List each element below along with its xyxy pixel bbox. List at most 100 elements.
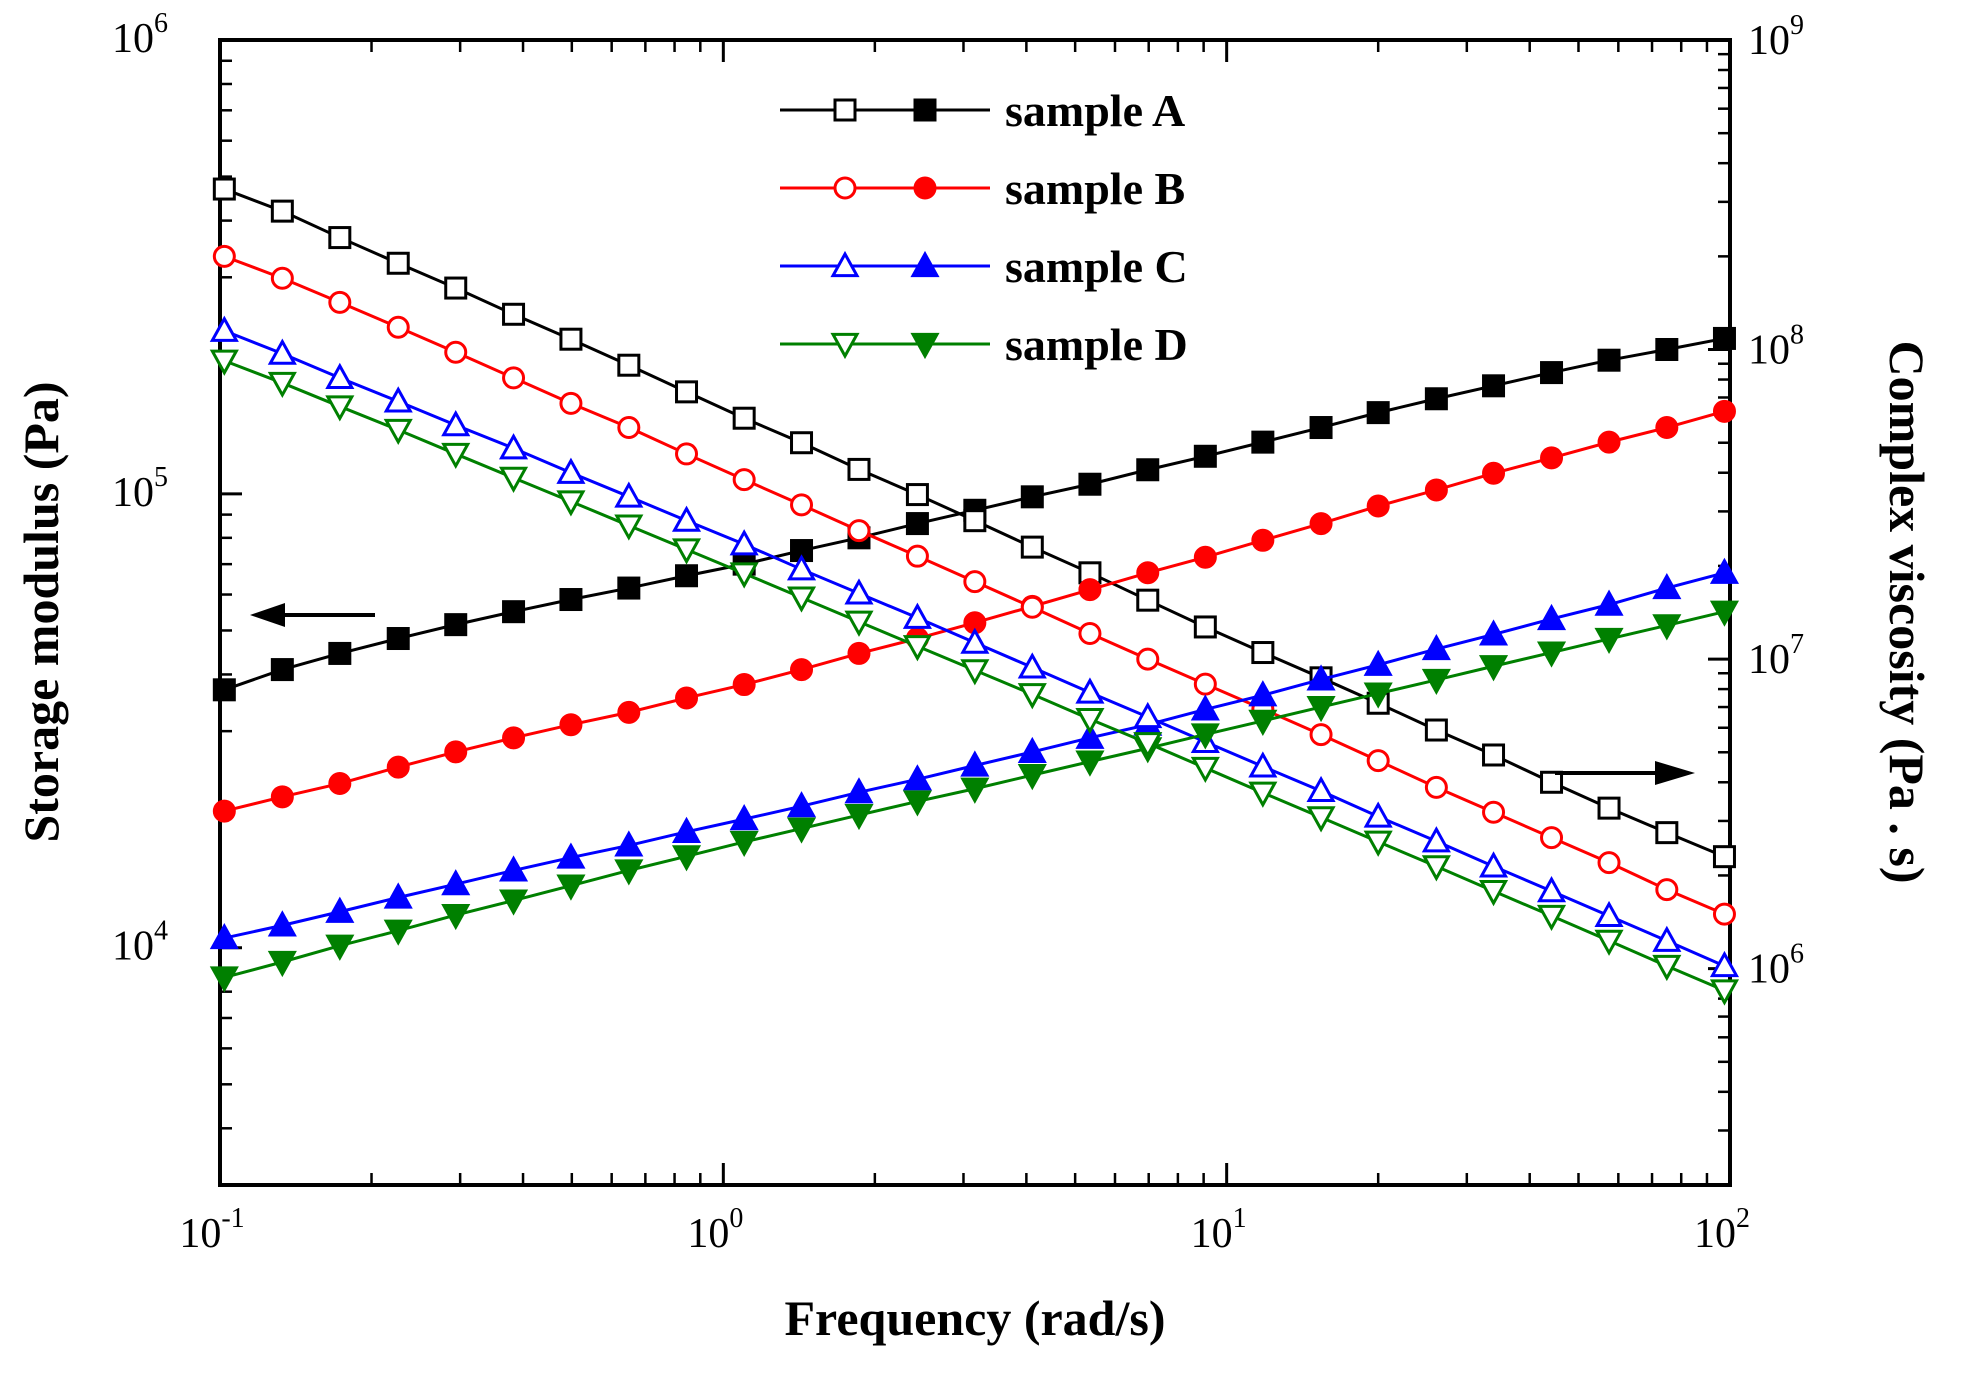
sample-a-storage-modulus-point — [212, 678, 236, 702]
sample-d-complex-viscosity-point — [960, 659, 990, 686]
sample-c-complex-viscosity-point — [844, 578, 874, 605]
sample-b-storage-modulus-point — [675, 686, 699, 710]
sample-c-complex-viscosity-point — [614, 481, 644, 508]
sample-a-storage-modulus-point — [270, 658, 294, 682]
sample-a-complex-viscosity-point — [559, 327, 583, 351]
sample-c-storage-modulus-point — [1594, 589, 1624, 616]
sample-c-complex-viscosity-point — [1652, 925, 1682, 952]
sample-a-complex-viscosity-point — [1597, 796, 1621, 820]
sample-c-storage-modulus-point — [1190, 694, 1220, 721]
legend-filled-marker-sample-b — [913, 176, 937, 200]
sample-b-complex-viscosity-point — [1193, 672, 1217, 696]
sample-a-storage-modulus-point — [1482, 374, 1506, 398]
sample-c-storage-modulus-point — [960, 750, 990, 777]
y-right-tick-label: 109 — [1748, 10, 1804, 64]
sample-c-complex-viscosity-point — [1248, 751, 1278, 778]
sample-c-storage-modulus-point — [671, 816, 702, 843]
legend-label-sample-c: sample C — [1005, 241, 1188, 292]
sample-c-storage-modulus-point — [1652, 572, 1682, 600]
sample-c-complex-viscosity-point — [1363, 801, 1393, 828]
sample-a-storage-modulus-point — [1136, 458, 1160, 482]
sample-b-complex-viscosity-point — [1136, 647, 1160, 671]
sample-c-complex-viscosity-point — [671, 505, 702, 532]
sample-d-storage-modulus-point — [1306, 695, 1336, 723]
legend-open-marker-sample-d — [830, 332, 860, 360]
sample-a-storage-modulus-point — [444, 613, 468, 637]
sample-b-complex-viscosity-point — [328, 290, 352, 314]
sample-a-complex-viscosity-point — [386, 251, 410, 275]
sample-c-storage-modulus-point — [1248, 680, 1278, 707]
sample-a-complex-viscosity-point — [675, 380, 699, 404]
sample-b-storage-modulus-point — [1193, 545, 1217, 569]
sample-d-complex-viscosity-point — [1133, 732, 1163, 759]
sample-c-storage-modulus-point — [1075, 722, 1105, 749]
sample-b-complex-viscosity-point — [444, 340, 468, 364]
arrow-left-head — [250, 603, 285, 627]
sample-c-storage-modulus-point — [498, 855, 529, 882]
sample-d-storage-modulus-point — [1017, 764, 1047, 791]
legend-open-marker-sample-b — [833, 176, 857, 200]
sample-a-storage-modulus-point — [905, 512, 929, 536]
sample-a-complex-viscosity-point — [1482, 743, 1506, 767]
legend-open-marker-sample-c — [830, 250, 860, 278]
sample-a-storage-modulus-point — [1366, 401, 1390, 425]
sample-a-complex-viscosity-point — [1424, 718, 1448, 742]
sample-d-complex-viscosity-point — [844, 610, 874, 637]
sample-a-complex-viscosity-point — [1136, 588, 1160, 612]
sample-c-complex-viscosity-point — [1536, 876, 1567, 903]
sample-a-storage-modulus-point — [675, 564, 699, 588]
sample-b-storage-modulus-point — [1540, 446, 1564, 470]
sample-a-storage-modulus-point — [559, 588, 583, 612]
sample-a-storage-modulus-point — [1540, 361, 1564, 385]
sample-b-storage-modulus-point — [1482, 461, 1506, 485]
legend-label-sample-a: sample A — [1005, 85, 1185, 136]
sample-d-storage-modulus-point — [1421, 668, 1451, 696]
sample-b-storage-modulus-point — [1712, 399, 1736, 423]
sample-c-complex-viscosity-point — [1075, 677, 1105, 704]
sample-c-storage-modulus-point — [383, 882, 413, 909]
sample-d-complex-viscosity-point — [786, 586, 817, 613]
y-left-tick-label: 104 — [112, 916, 168, 970]
sample-d-complex-viscosity-point — [1306, 806, 1336, 833]
sample-c-storage-modulus-point — [1363, 649, 1393, 676]
sample-d-storage-modulus-point — [614, 859, 644, 886]
y-right-tick-label: 107 — [1748, 629, 1804, 683]
sample-c-storage-modulus-point — [267, 910, 297, 937]
sample-b-storage-modulus-point — [1078, 578, 1102, 602]
sample-c-group — [209, 315, 1740, 978]
sample-c-complex-viscosity-point — [1017, 652, 1047, 679]
sample-d-storage-modulus-point — [960, 777, 990, 804]
sample-c-complex-viscosity-point — [1306, 775, 1336, 803]
sample-b-storage-modulus-point — [1597, 430, 1621, 454]
sample-c-storage-modulus-point — [1017, 736, 1047, 764]
x-tick-label: 102 — [1694, 1203, 1750, 1257]
sample-b-complex-viscosity-point — [905, 544, 929, 568]
sample-c-complex-viscosity-point — [325, 362, 355, 389]
sample-d-storage-modulus-point — [1536, 641, 1567, 668]
sample-d-complex-viscosity-point — [1709, 979, 1740, 1006]
sample-d-complex-viscosity-point — [1421, 855, 1451, 882]
sample-a-complex-viscosity-point — [1540, 770, 1564, 794]
sample-b-complex-viscosity-point — [1712, 902, 1736, 926]
axis-arrows — [250, 603, 1695, 785]
sample-d-storage-modulus-point — [209, 966, 239, 993]
sample-d-complex-viscosity-point — [729, 562, 759, 589]
sample-b-complex-viscosity-point — [1078, 621, 1102, 645]
sample-b-complex-viscosity-point — [617, 415, 641, 439]
sample-d-storage-modulus-point — [1248, 709, 1278, 737]
sample-b-complex-viscosity-point — [1366, 749, 1390, 773]
legend-filled-marker-sample-a — [913, 98, 937, 122]
sample-a-storage-modulus-point — [1020, 485, 1044, 509]
sample-c-complex-viscosity-point — [1594, 900, 1624, 928]
sample-c-storage-modulus-point — [209, 922, 239, 950]
sample-c-complex-viscosity-point — [441, 410, 471, 437]
sample-d-complex-viscosity-point — [1075, 707, 1105, 735]
sample-a-complex-viscosity-point — [790, 431, 814, 455]
sample-d-complex-viscosity-point — [902, 635, 932, 662]
sample-c-complex-viscosity-point — [729, 529, 759, 556]
sample-d-complex-viscosity-point — [1017, 683, 1047, 710]
sample-b-complex-viscosity-point — [790, 493, 814, 517]
sample-b-complex-viscosity-point — [212, 244, 236, 268]
sample-c-complex-viscosity-point — [1133, 701, 1163, 729]
